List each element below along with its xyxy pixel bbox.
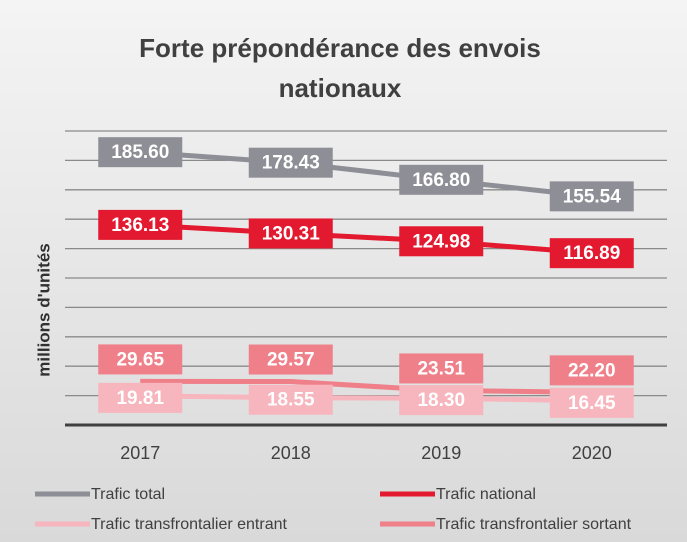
data-label-box [98, 344, 183, 375]
x-tick-label: 2018 [271, 443, 311, 463]
data-label: 116.89 [563, 243, 620, 264]
data-label: 19.81 [116, 388, 164, 409]
x-tick-label: 2020 [572, 443, 612, 463]
series-line [140, 149, 593, 199]
data-label-box [248, 147, 333, 178]
data-label: 185.60 [111, 142, 169, 163]
data-label: 16.45 [568, 393, 616, 414]
data-label-box [549, 238, 634, 269]
data-label-box [399, 164, 484, 195]
y-axis-label: millions d'unités [34, 243, 53, 376]
data-label-box [549, 387, 634, 418]
data-label: 124.98 [412, 231, 470, 252]
data-label: 155.54 [563, 186, 622, 207]
data-label: 29.65 [116, 349, 164, 370]
data-label-box [399, 353, 484, 384]
data-label-box [549, 181, 634, 212]
x-tick-label: 2019 [421, 443, 461, 463]
series-line [140, 222, 592, 256]
series-line [140, 393, 592, 404]
data-label-box [248, 344, 333, 375]
data-label-box [248, 384, 333, 415]
data-label: 178.43 [262, 153, 320, 174]
data-label-box [98, 209, 183, 240]
data-label: 29.57 [267, 350, 315, 371]
data-label: 22.20 [568, 360, 616, 381]
legend-label: Trafic national [436, 486, 536, 503]
chart-title: Forte prépondérance des envois nationaux [139, 33, 541, 103]
data-label: 166.80 [412, 170, 470, 191]
data-label-box [98, 382, 183, 413]
data-label: 23.51 [417, 358, 465, 379]
data-label-box [399, 226, 484, 257]
series-line [140, 378, 592, 395]
legend-label: Trafic transfrontalier sortant [436, 516, 632, 533]
data-label-box [549, 355, 634, 386]
data-label-box [399, 385, 484, 416]
legend-label: Trafic transfrontalier entrant [91, 516, 287, 533]
legend-label: Trafic total [91, 486, 165, 503]
x-tick-label: 2017 [120, 443, 160, 463]
data-label: 18.30 [417, 390, 465, 411]
data-label-box [248, 218, 333, 249]
data-label: 136.13 [111, 215, 169, 236]
data-label-box [98, 137, 183, 168]
data-label: 130.31 [262, 223, 321, 244]
data-label: 18.55 [267, 390, 315, 411]
